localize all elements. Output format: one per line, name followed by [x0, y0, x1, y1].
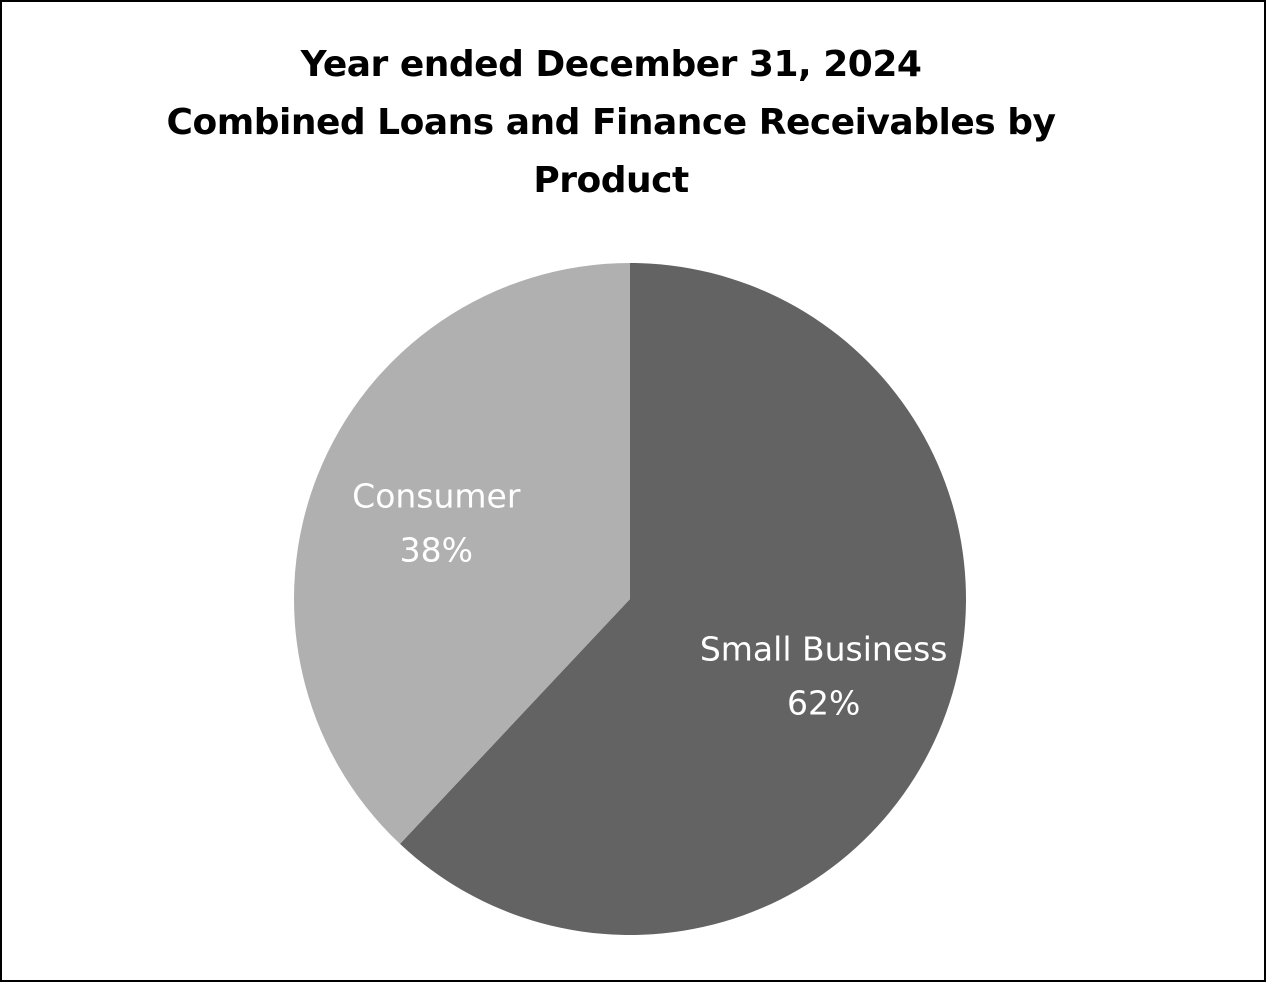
pie-slice-small-business [399, 263, 966, 935]
slice-percent-small-business: 62% [787, 684, 860, 723]
chart-title-line-2: Combined Loans and Finance Receivables b… [166, 102, 1056, 143]
slice-label-consumer: Consumer [352, 476, 521, 515]
pie-slices [293, 263, 966, 935]
slice-percent-consumer: 38% [400, 530, 473, 569]
chart-title-line-3: Product [533, 160, 689, 201]
chart-title: Year ended December 31, 2024 Combined Lo… [0, 36, 1222, 210]
chart-title-line-1: Year ended December 31, 2024 [300, 44, 922, 85]
pie-slice-consumer [293, 263, 630, 844]
slice-label-small-business: Small Business [700, 630, 948, 669]
pie-labels: Small Business 62% Consumer 38% [352, 476, 947, 722]
